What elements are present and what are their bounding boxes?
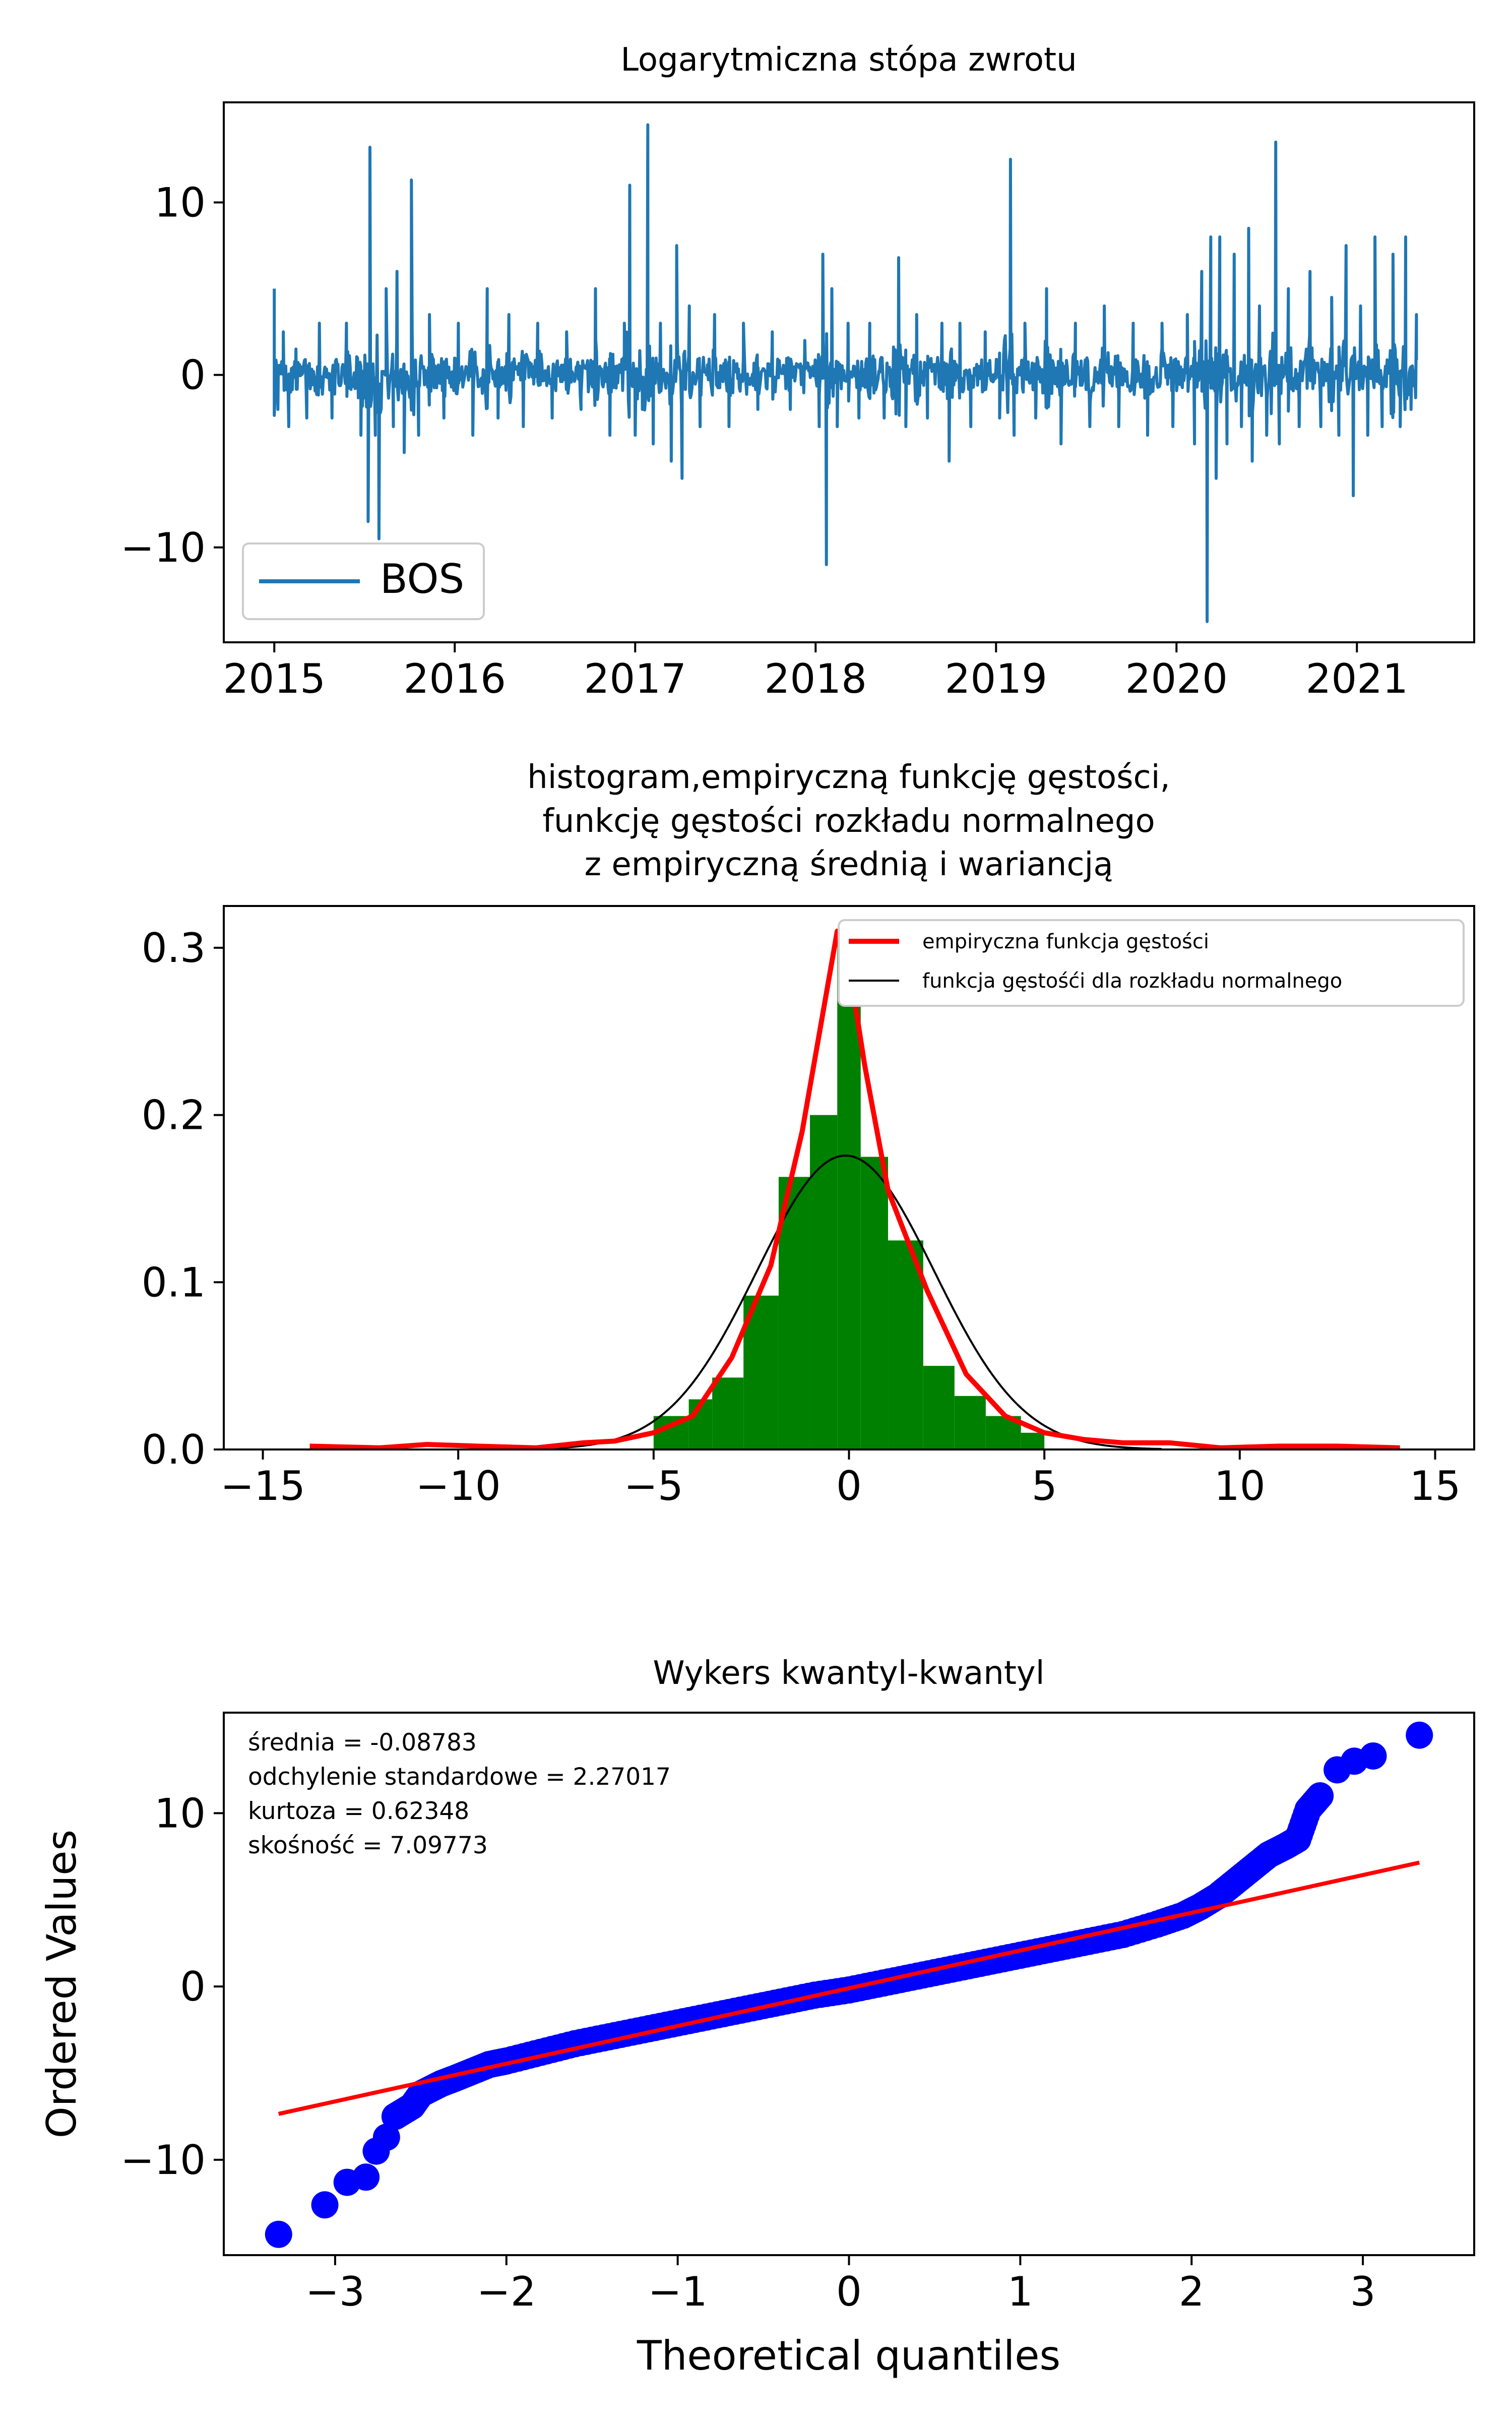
chart-qq-frame xyxy=(223,1712,1475,2256)
returns-x-tick-label: 2017 xyxy=(584,655,686,702)
qq-x-tick-label: −1 xyxy=(648,2268,708,2315)
qq-point xyxy=(1406,1721,1433,1749)
qq-point xyxy=(1359,1742,1387,1770)
histogram-bar xyxy=(888,1240,923,1449)
histogram-x-tick-label: 0 xyxy=(836,1463,862,1509)
qq-point xyxy=(1306,1782,1334,1810)
legend-box xyxy=(242,542,485,620)
qq-y-tick-label: −10 xyxy=(120,2137,206,2184)
qq-fit-line xyxy=(278,1860,1420,2116)
qq-x-tick-label: 1 xyxy=(1007,2268,1033,2315)
legend-empirical-label: empiryczna funkcja gęstości xyxy=(922,930,1209,953)
histogram-x-tick-label: −10 xyxy=(416,1463,501,1509)
returns-y-tick-label: 10 xyxy=(154,179,206,226)
chart-returns: Logarytmiczna stópa zwrotu 2015 2016 2017 2… xyxy=(120,41,1475,702)
qq-x-tick-label: −2 xyxy=(477,2268,536,2315)
histogram-y-tick-label: 0.0 xyxy=(142,1426,206,1473)
legend-bos-label: BOS xyxy=(380,556,464,602)
histogram-bars xyxy=(653,931,1045,1449)
histogram-y-tick-label: 0.1 xyxy=(142,1259,206,1306)
chart-histogram-title-line-3: z empiryczną średnią i wariancją xyxy=(584,846,1113,883)
qq-point xyxy=(265,2220,292,2248)
returns-y-tick-label: −10 xyxy=(120,524,206,571)
chart-returns-frame xyxy=(223,101,1475,643)
chart-histogram-title-line-1: histogram,empiryczną funkcję gęstości, xyxy=(527,759,1170,796)
chart-qq-title: Wykers kwantyl-kwantyl xyxy=(653,1655,1044,1692)
chart-histogram-title-line-2: funkcję gęstości rozkładu normalnego xyxy=(542,803,1155,840)
chart-histogram-ticks: −15 −10 −5 0 5 10 15 0.0 0.1 0.2 0.3 xyxy=(142,925,1461,1509)
histogram-x-tick-label: −15 xyxy=(220,1463,305,1509)
qq-annotation-mean: średnia = -0.08783 xyxy=(248,1729,477,1757)
histogram-y-tick-label: 0.3 xyxy=(142,925,206,972)
histogram-bar xyxy=(954,1396,986,1449)
qq-point xyxy=(311,2191,339,2219)
qq-points xyxy=(265,1721,1433,2248)
chart-histogram-frame xyxy=(223,905,1475,1450)
qq-x-tick-label: 2 xyxy=(1179,2268,1205,2315)
histogram-bar xyxy=(778,1177,810,1449)
qq-annotation-skewness: skośność = 7.09773 xyxy=(248,1832,488,1859)
returns-x-tick-label: 2019 xyxy=(944,655,1047,702)
histogram-bar xyxy=(712,1377,744,1449)
qq-y-tick-label: 10 xyxy=(154,1790,206,1837)
returns-x-tick-label: 2021 xyxy=(1305,655,1408,702)
qq-x-tick-label: 3 xyxy=(1350,2268,1376,2315)
chart-histogram-legend: empiryczna funkcja gęstości funkcja gęst… xyxy=(838,919,1465,1007)
histogram-bar xyxy=(860,1157,889,1449)
returns-x-tick-label: 2016 xyxy=(403,655,506,702)
returns-x-tick-label: 2018 xyxy=(764,655,867,702)
histogram-x-tick-label: 15 xyxy=(1410,1463,1461,1509)
returns-x-tick-label: 2020 xyxy=(1125,655,1228,702)
chart-returns-ticks: 2015 2016 2017 2018 2019 2020 2021 −10 0 10 xyxy=(120,179,1408,702)
histogram-bar xyxy=(923,1366,955,1449)
histogram-x-tick-label: −5 xyxy=(624,1463,683,1509)
returns-x-tick-label: 2015 xyxy=(223,655,326,702)
legend-normal-label: funkcja gęstośći dla rozkładu normalnego xyxy=(922,970,1342,993)
qq-y-tick-label: 0 xyxy=(180,1963,206,2010)
chart-returns-title: Logarytmiczna stópa zwrotu xyxy=(620,41,1077,79)
chart-histogram: histogram,empiryczną funkcję gęstości, f… xyxy=(142,759,1475,1509)
bos-series-line xyxy=(273,123,1418,623)
histogram-y-tick-label: 0.2 xyxy=(142,1092,206,1139)
qq-x-axis-label: Theoretical quantiles xyxy=(637,2332,1060,2379)
chart-returns-legend: BOS xyxy=(242,542,485,620)
histogram-bar xyxy=(809,1115,838,1449)
legend-box xyxy=(838,919,1465,1007)
histogram-x-tick-label: 10 xyxy=(1214,1463,1266,1509)
histogram-x-tick-label: 5 xyxy=(1032,1463,1057,1509)
qq-annotation-std: odchylenie standardowe = 2.27017 xyxy=(248,1763,671,1791)
qq-y-axis-label: Ordered Values xyxy=(38,1830,85,2138)
histogram-bar xyxy=(1021,1432,1045,1449)
qq-x-tick-label: −3 xyxy=(305,2268,365,2315)
qq-point xyxy=(352,2163,380,2191)
qq-point xyxy=(372,2124,400,2151)
qq-annotation-kurtosis: kurtoza = 0.62348 xyxy=(248,1797,469,1825)
chart-qq: Wykers kwantyl-kwantyl −3 −2 −1 0 1 2 3−10010 … xyxy=(38,1655,1475,2379)
qq-x-tick-label: 0 xyxy=(836,2268,862,2315)
returns-y-tick-label: 0 xyxy=(180,352,206,399)
